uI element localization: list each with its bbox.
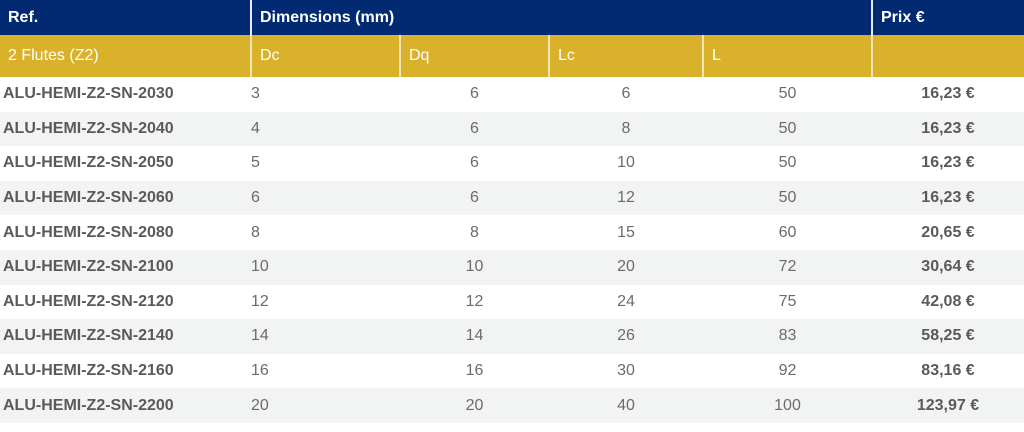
cell-dq: 6 (400, 111, 549, 147)
cell-dq: 16 (465, 362, 484, 380)
cell-lc: 6 (621, 85, 631, 103)
table-row: ALU-HEMI-Z2-SN-2040 4 6 8 50 16,23 € (0, 111, 1024, 147)
cell-dq: 12 (465, 292, 484, 310)
cell-price: 16,23 € (921, 85, 975, 103)
table-row: ALU-HEMI-Z2-SN-2030 3 6 6 50 16,23 € (0, 77, 1024, 112)
cell-ref: ALU-HEMI-Z2-SN-2200 (0, 388, 251, 423)
product-table: Ref. Dimensions (mm) Prix € 2 Flutes (Z2… (0, 0, 1024, 423)
cell-dc: 4 (251, 111, 400, 147)
table-row: ALU-HEMI-Z2-SN-2200 20 20 40 100 123,97 € (0, 388, 1024, 423)
table-row: ALU-HEMI-Z2-SN-2140 14 14 26 83 58,25 € (0, 319, 1024, 354)
table-row: ALU-HEMI-Z2-SN-2050 5 6 10 50 16,23 € (0, 146, 1024, 181)
cell-dc: 3 (251, 85, 260, 103)
cell-price: 16,23 € (872, 180, 1024, 216)
cell-lc: 40 (549, 388, 703, 423)
cell-price: 20,65 € (921, 223, 975, 241)
table-row: ALU-HEMI-Z2-SN-2160 16 16 30 92 83,16 € (0, 354, 1024, 389)
cell-lc: 12 (549, 180, 703, 216)
cell-price: 58,25 € (872, 319, 1024, 354)
cell-ref: ALU-HEMI-Z2-SN-2050 (3, 154, 174, 172)
cell-price: 30,64 € (872, 249, 1024, 285)
cell-dq: 6 (400, 180, 549, 216)
header-dimensions: Dimensions (mm) (251, 0, 873, 35)
cell-dq: 6 (470, 154, 479, 172)
cell-lc: 30 (617, 362, 635, 380)
cell-ref: ALU-HEMI-Z2-SN-2030 (3, 85, 174, 103)
cell-ref: ALU-HEMI-Z2-SN-2140 (0, 319, 251, 354)
cell-l: 75 (778, 292, 797, 310)
cell-dq: 14 (400, 319, 549, 354)
cell-price: 42,08 € (921, 292, 975, 310)
subheader-lc: Lc (549, 35, 704, 77)
table-row: ALU-HEMI-Z2-SN-2080 8 8 15 60 20,65 € (0, 215, 1024, 250)
cell-l: 50 (703, 180, 872, 216)
cell-dq: 6 (470, 85, 479, 103)
cell-l: 92 (778, 362, 797, 380)
cell-price: 16,23 € (921, 154, 975, 172)
cell-ref: ALU-HEMI-Z2-SN-2040 (0, 111, 251, 147)
cell-lc: 24 (617, 292, 635, 310)
cell-l: 83 (703, 319, 872, 354)
table-row: ALU-HEMI-Z2-SN-2060 6 6 12 50 16,23 € (0, 180, 1024, 216)
cell-dc: 14 (251, 319, 400, 354)
cell-lc: 10 (617, 154, 635, 172)
cell-price: 123,97 € (872, 388, 1024, 423)
subheader-row: 2 Flutes (Z2) Dc Dq Lc L (0, 35, 1024, 77)
cell-dc: 12 (251, 292, 269, 310)
subheader-dq: Dq (400, 35, 550, 77)
cell-dq: 8 (470, 223, 479, 241)
cell-dq: 20 (400, 388, 549, 423)
cell-price: 83,16 € (921, 362, 975, 380)
cell-dc: 20 (251, 388, 400, 423)
cell-lc: 20 (549, 249, 703, 285)
cell-ref: ALU-HEMI-Z2-SN-2120 (3, 292, 174, 310)
cell-ref: ALU-HEMI-Z2-SN-2060 (0, 180, 251, 216)
cell-dc: 10 (251, 249, 400, 285)
header-row: Ref. Dimensions (mm) Prix € (0, 0, 1024, 35)
cell-dc: 8 (251, 223, 260, 241)
cell-ref: ALU-HEMI-Z2-SN-2160 (3, 362, 174, 380)
subheader-l: L (703, 35, 873, 77)
cell-lc: 8 (549, 111, 703, 147)
cell-l: 72 (703, 249, 872, 285)
cell-l: 50 (778, 154, 797, 172)
table-row: ALU-HEMI-Z2-SN-2120 12 12 24 75 42,08 € (0, 285, 1024, 320)
subheader-dc: Dc (251, 35, 401, 77)
cell-l: 60 (778, 223, 797, 241)
header-price: Prix € (872, 0, 1024, 35)
cell-dc: 6 (251, 180, 400, 216)
cell-ref: ALU-HEMI-Z2-SN-2100 (0, 249, 251, 285)
header-ref: Ref. (0, 0, 252, 35)
cell-lc: 26 (549, 319, 703, 354)
cell-dc: 5 (251, 154, 260, 172)
cell-dq: 10 (400, 249, 549, 285)
cell-l: 50 (778, 85, 797, 103)
subheader-price-empty (872, 35, 1024, 77)
subheader-group: 2 Flutes (Z2) (0, 35, 252, 77)
cell-l: 50 (703, 111, 872, 147)
cell-l: 100 (703, 388, 872, 423)
cell-ref: ALU-HEMI-Z2-SN-2080 (3, 223, 174, 241)
cell-price: 16,23 € (872, 111, 1024, 147)
cell-dc: 16 (251, 362, 269, 380)
cell-lc: 15 (617, 223, 635, 241)
table-row: ALU-HEMI-Z2-SN-2100 10 10 20 72 30,64 € (0, 249, 1024, 285)
